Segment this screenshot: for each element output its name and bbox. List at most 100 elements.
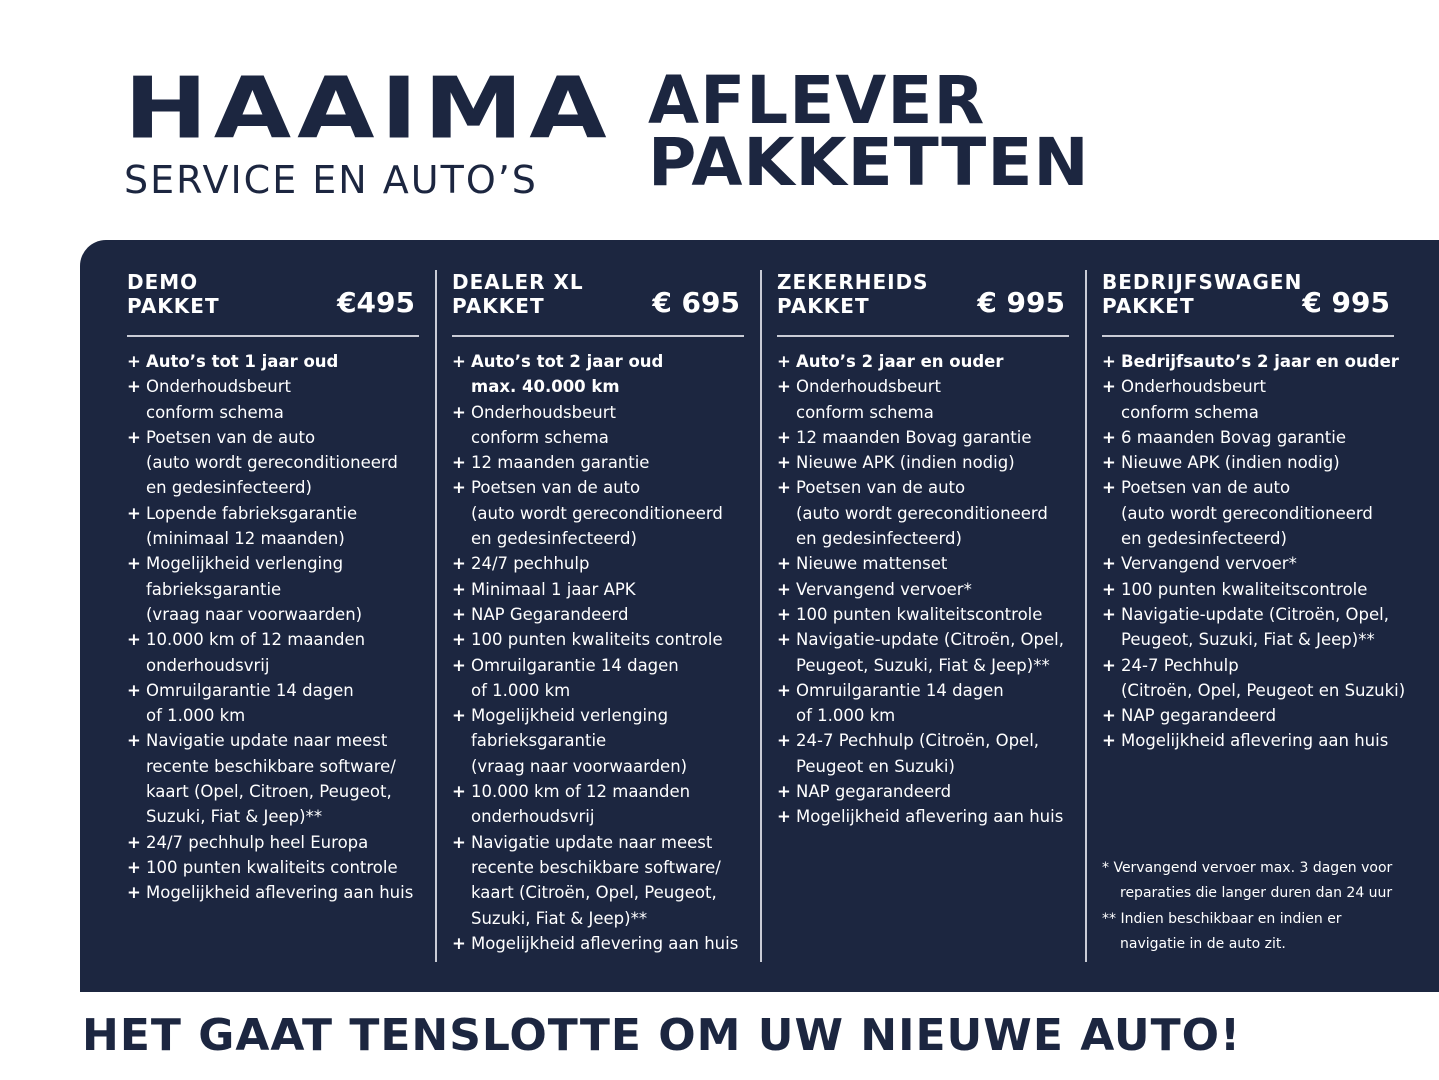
feature-item: Lopende fabrieksgarantie(minimaal 12 maa… xyxy=(127,501,419,552)
feature-line: 24-7 Pechhulp (Citroën, Opel, xyxy=(777,728,1069,754)
feature-line: conform schema xyxy=(471,427,609,447)
feature-line: fabrieksgarantie xyxy=(471,731,607,751)
feature-line: Peugeot en Suzuki) xyxy=(796,756,955,776)
feature-item: Navigatie-update (Citroën, Opel,Peugeot,… xyxy=(777,627,1069,678)
feature-item: 24-7 Pechhulp(Citroën, Opel, Peugeot en … xyxy=(1102,653,1405,704)
feature-item: Mogelijkheid aflevering aan huis xyxy=(1102,728,1394,754)
haaima-logo: HAAIMA SERVICE EN AUTO’S xyxy=(124,66,613,200)
package-title-line: PAKKET xyxy=(1102,294,1195,318)
column-divider xyxy=(760,270,762,962)
feature-item: 12 maanden Bovag garantie xyxy=(777,425,1069,451)
header-rule xyxy=(777,335,1069,337)
feature-line: conform schema xyxy=(146,402,284,422)
feature-line: 100 punten kwaliteitscontrole xyxy=(1102,577,1394,603)
feature-item: 24/7 pechhulp xyxy=(452,551,744,577)
feature-line: 10.000 km of 12 maanden xyxy=(452,779,744,805)
feature-line: 12 maanden garantie xyxy=(452,450,744,476)
footnote-1: * Vervangend vervoer max. 3 dagen voor xyxy=(1102,860,1393,876)
feature-item: Poetsen van de auto(auto wordt gerecondi… xyxy=(452,475,744,551)
footnote-2: ** Indien beschikbaar en indien er xyxy=(1102,910,1342,927)
feature-item: Navigatie-update (Citroën, Opel,Peugeot,… xyxy=(1102,602,1394,653)
feature-item: Vervangend vervoer* xyxy=(777,577,1069,603)
feature-line: Onderhoudsbeurt xyxy=(777,374,1069,400)
feature-item: Mogelijkheid aflevering aan huis xyxy=(777,804,1069,830)
feature-line: 24/7 pechhulp xyxy=(452,551,744,577)
feature-line: kaart (Opel, Citroen, Peugeot, xyxy=(146,782,392,802)
title-line-1: AFLEVER xyxy=(648,62,986,139)
feature-line: of 1.000 km xyxy=(146,706,246,726)
header-rule xyxy=(1102,335,1394,337)
logo-subtitle: SERVICE EN AUTO’S xyxy=(124,158,538,202)
feature-line: Suzuki, Fiat & Jeep)** xyxy=(471,908,648,928)
feature-line: Suzuki, Fiat & Jeep)** xyxy=(146,807,323,827)
feature-item: Bedrijfsauto’s 2 jaar en ouder xyxy=(1102,349,1399,375)
feature-line: en gedesinfecteerd) xyxy=(471,529,637,549)
feature-line: en gedesinfecteerd) xyxy=(1121,529,1287,549)
feature-line: Onderhoudsbeurt xyxy=(127,374,419,400)
feature-line: Auto’s tot 1 jaar oud xyxy=(127,349,419,375)
package-title-line: ZEKERHEIDS xyxy=(777,270,929,294)
feature-line: Mogelijkheid aflevering aan huis xyxy=(127,880,419,906)
feature-item: 24-7 Pechhulp (Citroën, Opel,Peugeot en … xyxy=(777,728,1069,779)
feature-line: 24/7 pechhulp heel Europa xyxy=(127,830,419,856)
feature-line: (vraag naar voorwaarden) xyxy=(471,756,688,776)
slogan: HET GAAT TENSLOTTE OM UW NIEUWE AUTO! xyxy=(82,1010,1242,1061)
feature-line: 10.000 km of 12 maanden xyxy=(127,627,419,653)
feature-line: NAP Gegarandeerd xyxy=(452,602,744,628)
feature-item: Mogelijkheid aflevering aan huis xyxy=(452,931,744,957)
package-column: BEDRIJFSWAGEN PAKKET € 995 Bedrijfsauto’… xyxy=(1102,270,1405,754)
package-price: € 995 xyxy=(977,286,1065,319)
package-title: ZEKERHEIDS PAKKET xyxy=(777,270,1069,318)
feature-line: (auto wordt gereconditioneerd xyxy=(1121,503,1373,523)
feature-line: Peugeot, Suzuki, Fiat & Jeep)** xyxy=(1121,630,1375,650)
feature-line: Minimaal 1 jaar APK xyxy=(452,577,744,603)
feature-line: Onderhoudsbeurt xyxy=(452,400,744,426)
feature-line: Navigatie update naar meest xyxy=(127,728,419,754)
column-divider xyxy=(1085,270,1087,962)
feature-item: 6 maanden Bovag garantie xyxy=(1102,425,1394,451)
package-column: DEALER XL PAKKET € 695 Auto’s tot 2 jaar… xyxy=(452,270,744,956)
feature-item: Poetsen van de auto(auto wordt gerecondi… xyxy=(1102,475,1394,551)
footnotes: * Vervangend vervoer max. 3 dagen voor r… xyxy=(1102,856,1392,957)
feature-line: fabrieksgarantie xyxy=(146,579,282,599)
package-title: BEDRIJFSWAGEN PAKKET xyxy=(1102,270,1394,318)
feature-item: 100 punten kwaliteits controle xyxy=(452,627,744,653)
column-divider xyxy=(435,270,437,962)
feature-item: Poetsen van de auto(auto wordt gerecondi… xyxy=(127,425,419,501)
feature-item: Vervangend vervoer* xyxy=(1102,551,1394,577)
package-title-line: PAKKET xyxy=(127,294,220,318)
feature-item: Nieuwe mattenset xyxy=(777,551,1069,577)
feature-line: kaart (Citroën, Opel, Peugeot, xyxy=(471,883,717,903)
feature-line: 24-7 Pechhulp xyxy=(1102,653,1394,679)
footnote-1-cont: reparaties die langer duren dan 24 uur xyxy=(1120,885,1393,902)
header-rule xyxy=(127,335,419,337)
feature-line: en gedesinfecteerd) xyxy=(146,478,312,498)
feature-line: max. 40.000 km xyxy=(471,377,620,397)
feature-line: Vervangend vervoer* xyxy=(777,577,1069,603)
feature-line: Auto’s 2 jaar en ouder xyxy=(777,349,1069,375)
feature-item: Nieuwe APK (indien nodig) xyxy=(1102,450,1394,476)
package-title-line: PAKKET xyxy=(777,294,870,318)
package-header: DEMO PAKKET €495 xyxy=(127,270,419,322)
feature-line: Poetsen van de auto xyxy=(127,425,419,451)
feature-line: Mogelijkheid verlenging xyxy=(127,551,419,577)
package-title-line: BEDRIJFSWAGEN xyxy=(1102,270,1303,294)
page-title: AFLEVER PAKKETTEN xyxy=(648,62,1090,196)
feature-line: Omruilgarantie 14 dagen xyxy=(777,678,1069,704)
feature-list: Auto’s 2 jaar en ouderOnderhoudsbeurtcon… xyxy=(777,349,1069,830)
feature-line: 100 punten kwaliteits controle xyxy=(127,855,419,881)
feature-line: (minimaal 12 maanden) xyxy=(146,529,345,549)
package-header: BEDRIJFSWAGEN PAKKET € 995 xyxy=(1102,270,1394,322)
feature-item: Minimaal 1 jaar APK xyxy=(452,577,744,603)
feature-line: Lopende fabrieksgarantie xyxy=(127,501,419,527)
feature-line: of 1.000 km xyxy=(471,680,571,700)
